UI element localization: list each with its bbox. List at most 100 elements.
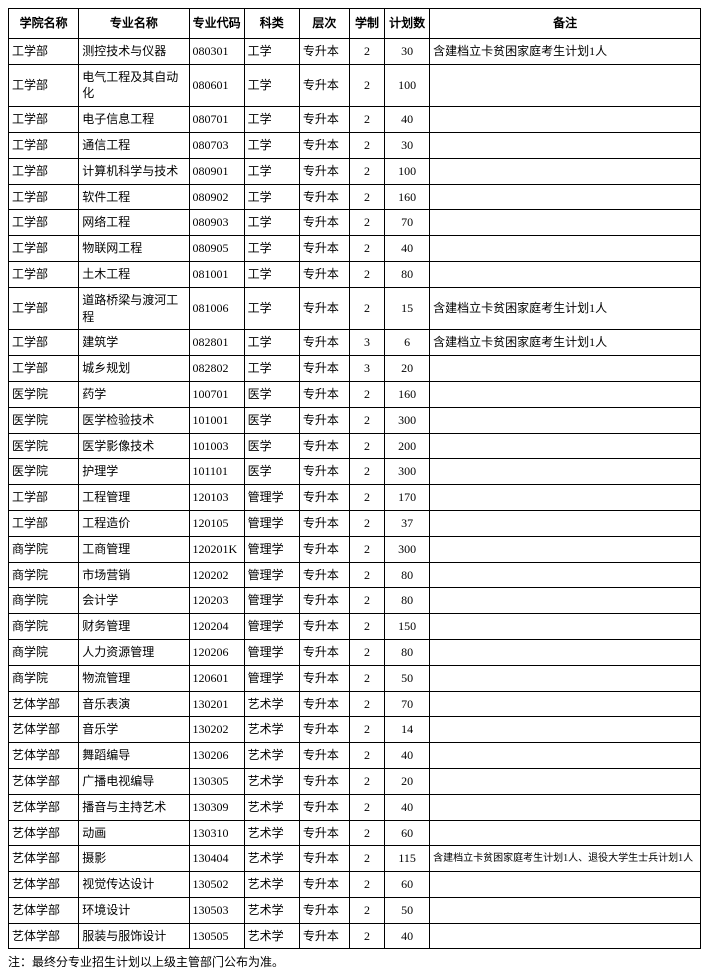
table-row: 工学部电子信息工程080701工学专升本240 bbox=[9, 107, 701, 133]
column-header: 层次 bbox=[299, 9, 349, 39]
table-cell: 6 bbox=[385, 330, 430, 356]
table-row: 工学部城乡规划082802工学专升本320 bbox=[9, 356, 701, 382]
table-cell: 音乐表演 bbox=[79, 691, 189, 717]
table-row: 医学院护理学101101医学专升本2300 bbox=[9, 459, 701, 485]
table-cell bbox=[430, 794, 701, 820]
table-cell: 101003 bbox=[189, 433, 244, 459]
table-cell: 含建档立卡贫困家庭考生计划1人 bbox=[430, 330, 701, 356]
table-cell: 专升本 bbox=[299, 768, 349, 794]
table-cell: 软件工程 bbox=[79, 184, 189, 210]
table-row: 工学部物联网工程080905工学专升本240 bbox=[9, 236, 701, 262]
table-cell: 专升本 bbox=[299, 510, 349, 536]
table-cell bbox=[430, 536, 701, 562]
table-cell: 专升本 bbox=[299, 38, 349, 64]
table-cell: 专升本 bbox=[299, 872, 349, 898]
table-cell: 管理学 bbox=[244, 510, 299, 536]
table-cell: 工学 bbox=[244, 132, 299, 158]
table-cell: 商学院 bbox=[9, 639, 79, 665]
column-header: 学院名称 bbox=[9, 9, 79, 39]
table-cell: 医学院 bbox=[9, 433, 79, 459]
table-cell: 120601 bbox=[189, 665, 244, 691]
table-cell: 15 bbox=[385, 287, 430, 330]
table-cell: 2 bbox=[349, 794, 384, 820]
table-cell: 2 bbox=[349, 287, 384, 330]
table-cell bbox=[430, 107, 701, 133]
table-cell: 专升本 bbox=[299, 407, 349, 433]
table-cell: 医学院 bbox=[9, 459, 79, 485]
table-row: 艺体学部广播电视编导130305艺术学专升本220 bbox=[9, 768, 701, 794]
table-cell: 工学部 bbox=[9, 236, 79, 262]
table-cell: 200 bbox=[385, 433, 430, 459]
table-cell: 专升本 bbox=[299, 820, 349, 846]
table-cell: 37 bbox=[385, 510, 430, 536]
table-cell: 环境设计 bbox=[79, 897, 189, 923]
table-cell: 商学院 bbox=[9, 614, 79, 640]
table-cell: 50 bbox=[385, 897, 430, 923]
table-cell: 2 bbox=[349, 897, 384, 923]
table-cell: 药学 bbox=[79, 381, 189, 407]
table-cell: 工学部 bbox=[9, 158, 79, 184]
table-cell: 80 bbox=[385, 588, 430, 614]
table-cell: 60 bbox=[385, 872, 430, 898]
table-cell bbox=[430, 691, 701, 717]
table-row: 医学院医学检验技术101001医学专升本2300 bbox=[9, 407, 701, 433]
table-row: 艺体学部舞蹈编导130206艺术学专升本240 bbox=[9, 743, 701, 769]
column-header: 专业名称 bbox=[79, 9, 189, 39]
table-cell: 艺术学 bbox=[244, 691, 299, 717]
table-cell: 专升本 bbox=[299, 64, 349, 107]
table-cell: 专升本 bbox=[299, 184, 349, 210]
table-cell: 含建档立卡贫困家庭考生计划1人、退役大学生士兵计划1人 bbox=[430, 846, 701, 872]
table-cell bbox=[430, 433, 701, 459]
table-cell bbox=[430, 485, 701, 511]
table-cell: 动画 bbox=[79, 820, 189, 846]
table-cell: 工学部 bbox=[9, 107, 79, 133]
table-row: 商学院市场营销120202管理学专升本280 bbox=[9, 562, 701, 588]
table-cell: 工学部 bbox=[9, 261, 79, 287]
table-cell: 专升本 bbox=[299, 562, 349, 588]
table-cell: 艺体学部 bbox=[9, 897, 79, 923]
table-cell: 管理学 bbox=[244, 639, 299, 665]
table-row: 工学部通信工程080703工学专升本230 bbox=[9, 132, 701, 158]
table-cell bbox=[430, 381, 701, 407]
table-row: 商学院会计学120203管理学专升本280 bbox=[9, 588, 701, 614]
table-cell bbox=[430, 614, 701, 640]
table-cell: 专升本 bbox=[299, 287, 349, 330]
table-cell: 120203 bbox=[189, 588, 244, 614]
table-cell: 60 bbox=[385, 820, 430, 846]
table-cell: 工学部 bbox=[9, 510, 79, 536]
table-cell: 工学 bbox=[244, 330, 299, 356]
table-cell: 工学部 bbox=[9, 64, 79, 107]
table-cell: 专升本 bbox=[299, 846, 349, 872]
table-cell: 工学部 bbox=[9, 132, 79, 158]
table-cell: 14 bbox=[385, 717, 430, 743]
table-cell: 2 bbox=[349, 158, 384, 184]
table-cell bbox=[430, 897, 701, 923]
table-cell: 2 bbox=[349, 820, 384, 846]
table-cell bbox=[430, 132, 701, 158]
table-cell: 300 bbox=[385, 407, 430, 433]
table-cell bbox=[430, 717, 701, 743]
table-cell: 工程造价 bbox=[79, 510, 189, 536]
table-cell: 管理学 bbox=[244, 588, 299, 614]
table-cell bbox=[430, 459, 701, 485]
table-cell: 专升本 bbox=[299, 158, 349, 184]
table-cell: 2 bbox=[349, 510, 384, 536]
table-cell: 物联网工程 bbox=[79, 236, 189, 262]
table-row: 工学部建筑学082801工学专升本36含建档立卡贫困家庭考生计划1人 bbox=[9, 330, 701, 356]
table-row: 艺体学部服装与服饰设计130505艺术学专升本240 bbox=[9, 923, 701, 949]
table-cell: 艺体学部 bbox=[9, 717, 79, 743]
table-cell: 080902 bbox=[189, 184, 244, 210]
table-row: 工学部工程造价120105管理学专升本237 bbox=[9, 510, 701, 536]
table-cell bbox=[430, 665, 701, 691]
table-cell bbox=[430, 872, 701, 898]
table-cell: 医学院 bbox=[9, 407, 79, 433]
table-cell: 含建档立卡贫困家庭考生计划1人 bbox=[430, 287, 701, 330]
table-cell: 2 bbox=[349, 433, 384, 459]
table-cell bbox=[430, 820, 701, 846]
table-cell: 艺体学部 bbox=[9, 691, 79, 717]
table-cell: 2 bbox=[349, 459, 384, 485]
table-cell: 工学 bbox=[244, 158, 299, 184]
table-cell: 商学院 bbox=[9, 665, 79, 691]
table-row: 工学部软件工程080902工学专升本2160 bbox=[9, 184, 701, 210]
table-row: 艺体学部摄影130404艺术学专升本2115含建档立卡贫困家庭考生计划1人、退役… bbox=[9, 846, 701, 872]
